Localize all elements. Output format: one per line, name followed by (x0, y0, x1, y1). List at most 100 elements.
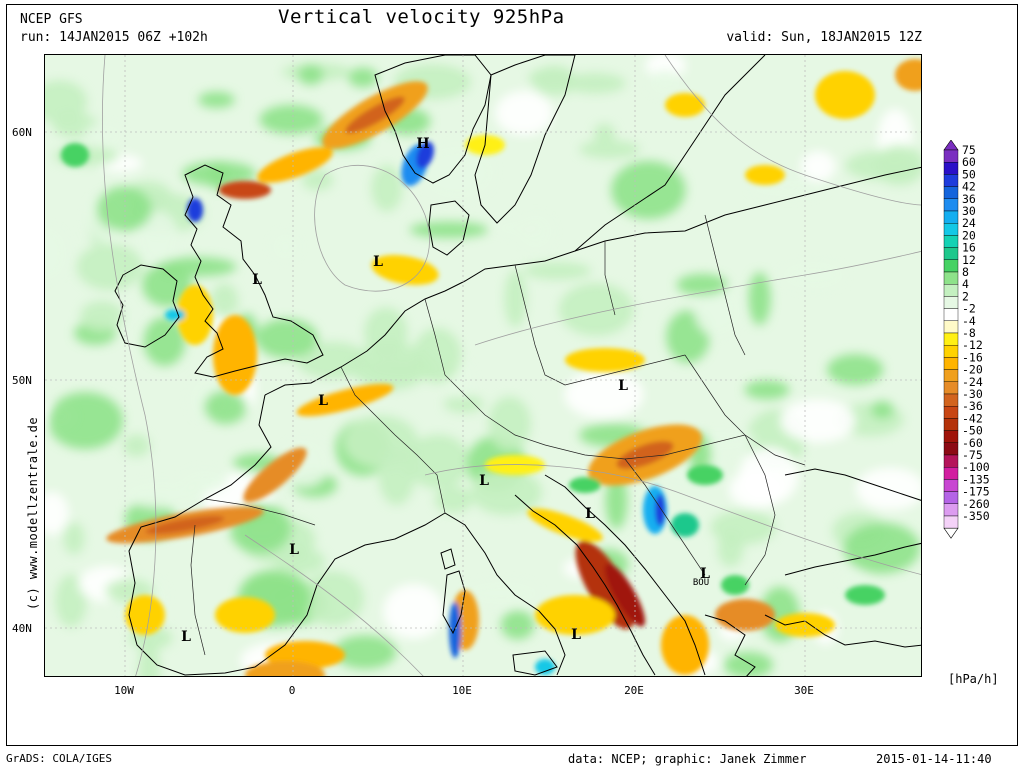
field-feature (535, 659, 555, 675)
field-patch (45, 225, 70, 283)
field-patch (827, 354, 884, 386)
field-patch (744, 380, 790, 400)
field-feature (215, 597, 275, 633)
legend-label: -60 (962, 436, 983, 450)
field-patch (579, 140, 640, 159)
low-pressure-mark: L (479, 473, 489, 489)
isobars (102, 55, 921, 676)
lat-label-60n: 60N (12, 126, 32, 139)
field-patch (646, 70, 684, 97)
field-patch (297, 64, 324, 85)
legend-label: 16 (962, 241, 976, 255)
field-patch (96, 186, 152, 232)
model-name: NCEP GFS (20, 12, 83, 27)
low-pressure-mark: L (618, 378, 628, 394)
legend-label: -350 (962, 509, 990, 523)
legend-swatch (943, 467, 959, 480)
field-patch (564, 370, 644, 419)
field-feature (296, 383, 394, 417)
field-feature (661, 615, 709, 675)
field-feature (715, 599, 775, 631)
legend-swatch (943, 381, 959, 395)
legend-swatch (943, 418, 959, 431)
field-patch (409, 221, 489, 239)
legend-label: -36 (962, 399, 983, 413)
field-patch (443, 395, 485, 413)
field-patch (488, 396, 531, 451)
lat-label-40n: 40N (12, 622, 32, 635)
country-borders (190, 214, 806, 656)
field-patch (495, 90, 554, 136)
field-feature (145, 515, 225, 535)
legend-swatch (943, 222, 959, 236)
field-patch (780, 399, 856, 443)
field-patch (383, 583, 445, 639)
figure-frame (6, 4, 1018, 746)
legend-label: -42 (962, 411, 983, 425)
field-patch (494, 219, 543, 237)
field-feature (569, 477, 601, 493)
graticule (45, 55, 921, 676)
legend-swatch (943, 442, 959, 456)
field-patch (605, 472, 628, 530)
legend-swatch (943, 259, 959, 273)
field-patch (270, 231, 301, 263)
field-patch (500, 610, 535, 640)
field-feature (187, 198, 203, 222)
low-pressure-mark: L (289, 542, 299, 558)
legend-swatch (943, 235, 959, 248)
legend-swatch (943, 393, 959, 407)
legend-label: -16 (962, 350, 983, 364)
field-feature (213, 315, 257, 395)
legend-label: -100 (962, 460, 990, 474)
field-patch (558, 283, 634, 336)
field-feature (245, 661, 325, 676)
field-patch (122, 434, 150, 457)
low-pressure-mark: L (181, 629, 191, 645)
legend-label: -8 (962, 326, 976, 340)
field-patch (845, 150, 919, 181)
legend-top-arrow (943, 139, 959, 151)
field-patch (83, 122, 125, 149)
field-patch (593, 123, 616, 145)
field-feature (721, 575, 749, 595)
field-patch (611, 160, 686, 220)
field-patch (76, 243, 144, 291)
legend-swatch (943, 515, 959, 529)
legend-label: 8 (962, 265, 969, 279)
field-patch (63, 522, 85, 555)
lon-label-10e: 10E (452, 684, 472, 697)
legend-unit: [hPa/h] (948, 672, 999, 686)
legend-swatch (943, 149, 959, 163)
field-patch (748, 272, 771, 326)
low-pressure-mark: L (373, 254, 383, 270)
high-pressure-mark: H (416, 136, 430, 152)
field-feature (125, 595, 165, 635)
legend-swatch (943, 357, 959, 370)
legend-label: -50 (962, 424, 983, 438)
field-patch (843, 522, 921, 574)
field-patch (779, 259, 847, 292)
lat-label-50n: 50N (12, 374, 32, 387)
field-feature (535, 595, 615, 635)
vertical-velocity-map (45, 55, 921, 676)
field-patch (405, 434, 471, 489)
field-feature (565, 348, 645, 372)
field-feature (616, 441, 674, 469)
legend-label: -2 (962, 302, 976, 316)
field-patch (348, 67, 378, 88)
legend-swatch (943, 162, 959, 175)
legend-swatch (943, 283, 959, 297)
field-patch (136, 211, 179, 265)
legend-label: -20 (962, 363, 983, 377)
field-patch (210, 283, 239, 319)
legend-label: -24 (962, 375, 983, 389)
legend-swatch (943, 344, 959, 358)
legend-label: 36 (962, 192, 976, 206)
field-patch (198, 91, 235, 109)
legend-swatch (943, 454, 959, 468)
field-feature (61, 143, 89, 167)
field-patch (504, 269, 527, 328)
legend-swatch (943, 430, 959, 444)
legend-label: 20 (962, 228, 976, 242)
